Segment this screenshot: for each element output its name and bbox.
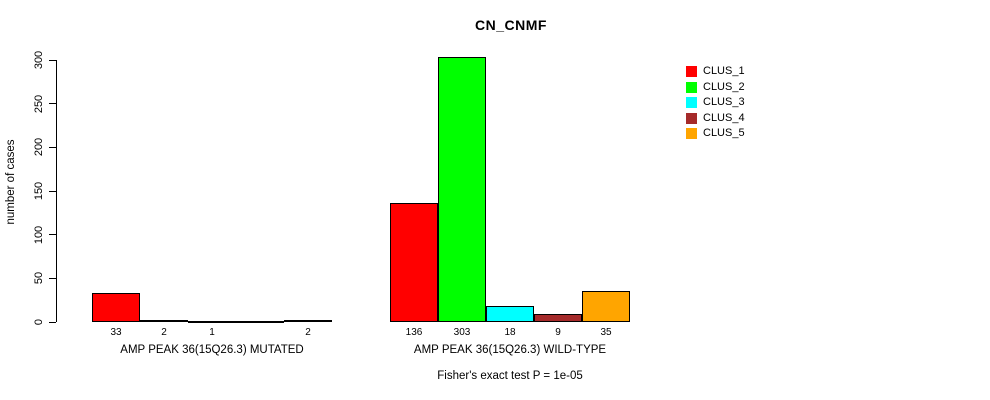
group-label: AMP PEAK 36(15Q26.3) MUTATED [120, 344, 304, 356]
bar-clus_4 [236, 321, 284, 323]
fisher-test-annotation: Fisher's exact test P = 1e-05 [437, 370, 583, 382]
y-axis-tick-label: 150 [33, 181, 45, 201]
bar-clus_1 [92, 293, 140, 322]
group-label: AMP PEAK 36(15Q26.3) WILD-TYPE [413, 344, 607, 356]
y-axis-line [56, 60, 57, 322]
bar-value-label: 35 [600, 327, 612, 338]
legend-label: CLUS_5 [703, 127, 745, 139]
bar-value-label: 303 [453, 327, 471, 338]
legend-label: CLUS_4 [703, 111, 745, 124]
legend-swatch-clus_5 [686, 128, 697, 139]
y-axis-tick [49, 234, 56, 236]
legend-swatch-clus_3 [686, 97, 697, 108]
y-axis-tick [49, 321, 56, 323]
y-axis-tick-label: 300 [33, 50, 45, 70]
bar-clus_4 [534, 314, 582, 322]
bar-value-label: 2 [305, 327, 311, 338]
y-axis-tick [49, 103, 56, 105]
bar-clus_3 [486, 306, 534, 322]
bar-value-label: 33 [110, 327, 122, 338]
bar-clus_1 [390, 203, 438, 322]
bar-value-label: 18 [504, 327, 516, 338]
legend-swatch-clus_4 [686, 112, 697, 124]
y-axis-tick-label: 250 [33, 94, 45, 113]
y-axis-tick-label: 100 [33, 225, 45, 244]
bar-clus_5 [284, 320, 332, 322]
chart-title: CN_CNMF [475, 17, 547, 33]
y-axis-title: number of cases [5, 139, 17, 225]
legend-label: CLUS_1 [703, 65, 745, 77]
y-axis-tick-label: 50 [33, 272, 45, 285]
y-axis-tick-label: 200 [33, 138, 45, 157]
legend-label: CLUS_2 [703, 80, 745, 93]
y-axis-tick [49, 59, 56, 61]
bar-clus_5 [582, 291, 630, 322]
y-axis-tick [49, 146, 56, 148]
y-axis-tick [49, 277, 56, 279]
bar-value-label: 1 [209, 327, 215, 338]
bar-clus_3 [188, 321, 236, 323]
bar-clus_2 [140, 320, 188, 322]
legend-label: CLUS_3 [703, 96, 745, 108]
bar-value-label: 9 [555, 327, 561, 338]
legend-swatch-clus_1 [686, 66, 697, 77]
legend-swatch-clus_2 [686, 81, 697, 93]
y-axis-tick-label: 0 [33, 318, 45, 326]
bar-value-label: 136 [405, 327, 423, 338]
bar-value-label: 2 [161, 327, 167, 338]
bar-clus_2 [438, 57, 486, 322]
y-axis-tick [49, 190, 56, 192]
